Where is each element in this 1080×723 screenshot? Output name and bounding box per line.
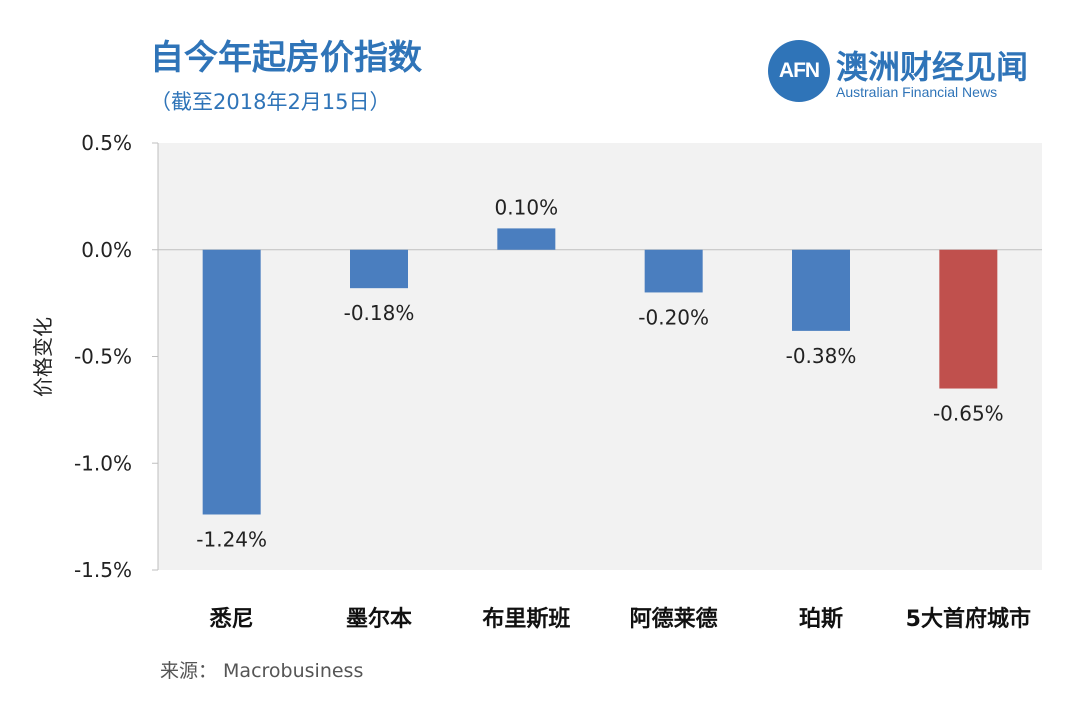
category-label-1: 悉尼 [210, 607, 254, 632]
y-tick-label: 0.5% [81, 131, 132, 155]
data-label-3: 0.10% [495, 195, 559, 219]
data-label-5: -0.38% [786, 344, 857, 368]
y-tick-label: -0.5% [74, 345, 132, 369]
source-note: 来源： Macrobusiness [160, 660, 364, 682]
bar-1 [202, 249, 261, 515]
bar-4 [644, 249, 703, 293]
category-label-5: 珀斯 [799, 606, 843, 632]
afn-logo-icon: AFN [768, 40, 830, 102]
y-tick-label: -1.0% [74, 451, 132, 475]
bar-2 [350, 249, 408, 289]
data-label-2: -0.18% [344, 301, 415, 325]
category-label-6: 5大首府城市 [906, 606, 1031, 632]
chart-title: 自今年起房价指数 [150, 38, 422, 78]
bar-6 [939, 249, 998, 389]
y-tick-label: -1.5% [74, 558, 132, 582]
data-label-6: -0.65% [933, 402, 1004, 426]
bar-5 [792, 249, 850, 331]
y-tick-label: 0.0% [81, 238, 132, 262]
data-label-1: -1.24% [196, 527, 267, 551]
brand-logo: AFN 澳洲财经见闻 Australian Financial News [768, 40, 1058, 110]
plot-area [158, 143, 1042, 570]
y-axis-title: 价格变化 [31, 317, 55, 397]
category-label-2: 墨尔本 [346, 606, 412, 632]
data-label-4: -0.20% [638, 305, 709, 329]
category-label-4: 阿德莱德 [630, 606, 718, 632]
bar-3 [497, 228, 556, 250]
category-label-3: 布里斯班 [482, 606, 570, 632]
chart-subtitle: （截至2018年2月15日） [150, 90, 391, 114]
brand-name-en: Australian Financial News [836, 84, 998, 100]
brand-name-cn: 澳洲财经见闻 [836, 48, 1029, 86]
